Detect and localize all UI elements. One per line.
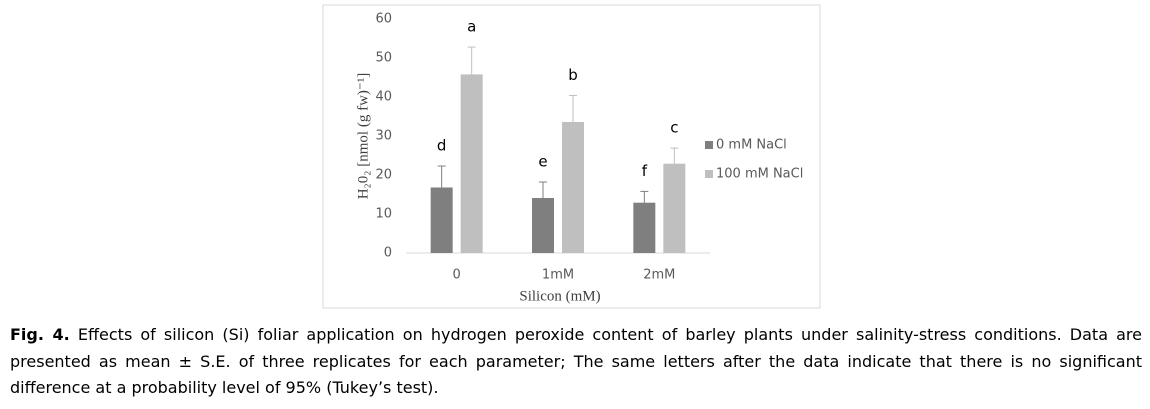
bar <box>562 121 584 254</box>
error-bar <box>569 94 577 122</box>
y-axis-title: H₂0₂ [nmol (g fw)⁻¹] <box>355 73 371 200</box>
bar <box>460 74 483 253</box>
x-tick-label: 0 <box>453 268 461 283</box>
y-tick-label: 0 <box>384 246 392 261</box>
significance-letter: d <box>437 137 447 155</box>
error-bar <box>670 147 679 164</box>
y-tick-label: 60 <box>375 12 392 27</box>
error-bar <box>467 46 476 75</box>
legend-label: 0 mM NaCl <box>716 138 787 153</box>
bar <box>633 202 656 253</box>
error-bar <box>437 165 446 188</box>
y-tick-label: 10 <box>375 207 392 222</box>
error-bar <box>640 190 649 203</box>
y-tick-label: 20 <box>375 168 392 183</box>
y-tick-label: 40 <box>375 90 392 105</box>
legend-label: 100 mM NaCl <box>716 167 803 182</box>
significance-letter: a <box>467 18 476 36</box>
bar <box>430 187 453 253</box>
x-tick-label: 1mM <box>542 268 574 283</box>
y-tick-label: 50 <box>375 51 392 66</box>
x-tick-label: 2mM <box>643 268 675 283</box>
caption-text: Effects of silicon (Si) foliar applicati… <box>10 325 1143 397</box>
caption: Fig. 4. Effects of silicon (Si) foliar a… <box>10 322 1142 402</box>
significance-letter: b <box>568 66 578 84</box>
error-bar <box>539 181 547 199</box>
chart-border <box>322 4 821 309</box>
chart: Silicon (mM) H₂0₂ [nmol (g fw)⁻¹] 0 10 20 3… <box>322 4 821 309</box>
legend-swatch <box>705 170 713 178</box>
y-tick-label: 30 <box>375 129 392 144</box>
caption-label: Fig. 4. <box>10 325 70 344</box>
bar <box>532 198 554 253</box>
significance-letter: f <box>642 162 648 180</box>
x-axis-title: Silicon (mM) <box>519 288 600 304</box>
bar <box>663 163 686 253</box>
significance-letter: c <box>670 119 678 137</box>
legend-swatch <box>705 141 713 149</box>
significance-letter: e <box>538 153 547 171</box>
